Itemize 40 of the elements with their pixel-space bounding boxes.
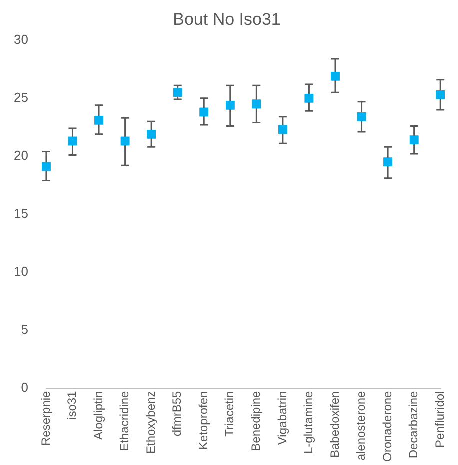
- point: [68, 136, 78, 146]
- x-tick-label: iso31: [65, 390, 80, 420]
- point: [147, 130, 156, 139]
- y-tick-label: 30: [14, 32, 28, 47]
- point: [278, 125, 288, 134]
- x-tick-label: Babedoxifen: [328, 391, 342, 458]
- x-tick-label: dfmrB55: [170, 390, 184, 437]
- x-tick-label: Penfluridol: [432, 391, 447, 448]
- chart-title: Bout No Iso31: [173, 10, 281, 29]
- point: [331, 72, 340, 81]
- point: [94, 116, 104, 125]
- x-tick-label: Triacetin: [222, 391, 237, 437]
- x-tick-label: Vigabatrin: [275, 391, 290, 446]
- x-tick-label: Benedipine: [248, 390, 263, 452]
- point: [304, 94, 314, 103]
- y-tick-label: 5: [21, 322, 28, 337]
- x-tick-label: alenosterone: [354, 390, 368, 461]
- x-tick-label: Ketoprofen: [196, 391, 210, 450]
- point: [226, 100, 235, 110]
- y-tick-label: 15: [14, 206, 28, 221]
- x-tick-label: Decarbazine: [406, 390, 421, 459]
- x-tick-label: Ethoxybenz: [144, 391, 158, 454]
- x-tick-label: Ethacridine: [118, 390, 132, 452]
- y-tick-label: 25: [14, 90, 28, 105]
- point: [120, 136, 130, 146]
- y-tick-label: 20: [14, 148, 28, 163]
- point: [357, 112, 366, 122]
- point: [410, 136, 419, 145]
- point: [173, 88, 182, 97]
- point: [436, 90, 445, 100]
- x-tick-label: Alogliptin: [91, 391, 106, 440]
- y-tick-label: 10: [14, 264, 28, 279]
- x-tick-label: Reserpnie: [38, 390, 53, 446]
- x-tick-label: Oronaderone: [380, 390, 394, 462]
- point: [384, 158, 392, 167]
- point: [252, 100, 262, 109]
- x-tick-label: L-glutamine: [302, 390, 316, 454]
- y-tick-label: 0: [21, 380, 28, 395]
- point: [200, 108, 209, 117]
- point: [42, 162, 51, 172]
